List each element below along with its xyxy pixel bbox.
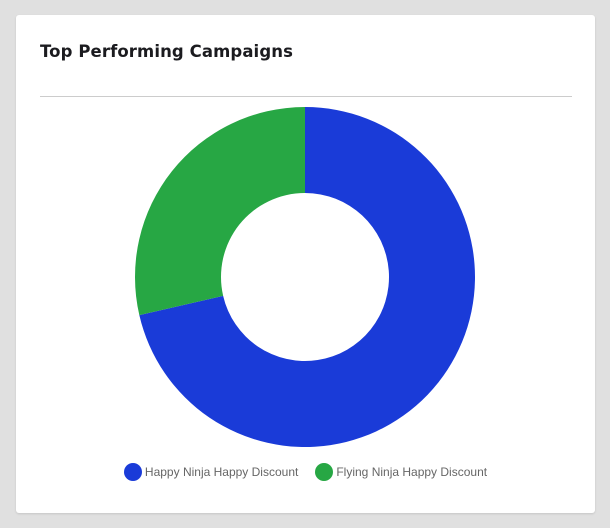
- donut-slices: [134, 107, 475, 447]
- donut-slice-0[interactable]: [139, 107, 475, 447]
- legend-label: Flying Ninja Happy Discount: [336, 465, 488, 479]
- legend-color-dot-icon: [315, 463, 334, 481]
- donut-slice-1[interactable]: [134, 107, 305, 316]
- legend-item-flying-ninja[interactable]: Flying Ninja Happy Discount: [315, 463, 487, 481]
- donut-chart: [134, 107, 475, 447]
- legend-color-dot-icon: [123, 463, 142, 481]
- title-divider: [40, 96, 572, 97]
- card-title: Top Performing Campaigns: [40, 42, 293, 61]
- legend-item-happy-ninja[interactable]: Happy Ninja Happy Discount: [123, 463, 299, 481]
- legend-label: Happy Ninja Happy Discount: [144, 465, 299, 479]
- chart-legend: Happy Ninja Happy Discount Flying Ninja …: [16, 463, 595, 481]
- top-campaigns-card: Top Performing Campaigns Happy Ninja Hap…: [16, 15, 595, 513]
